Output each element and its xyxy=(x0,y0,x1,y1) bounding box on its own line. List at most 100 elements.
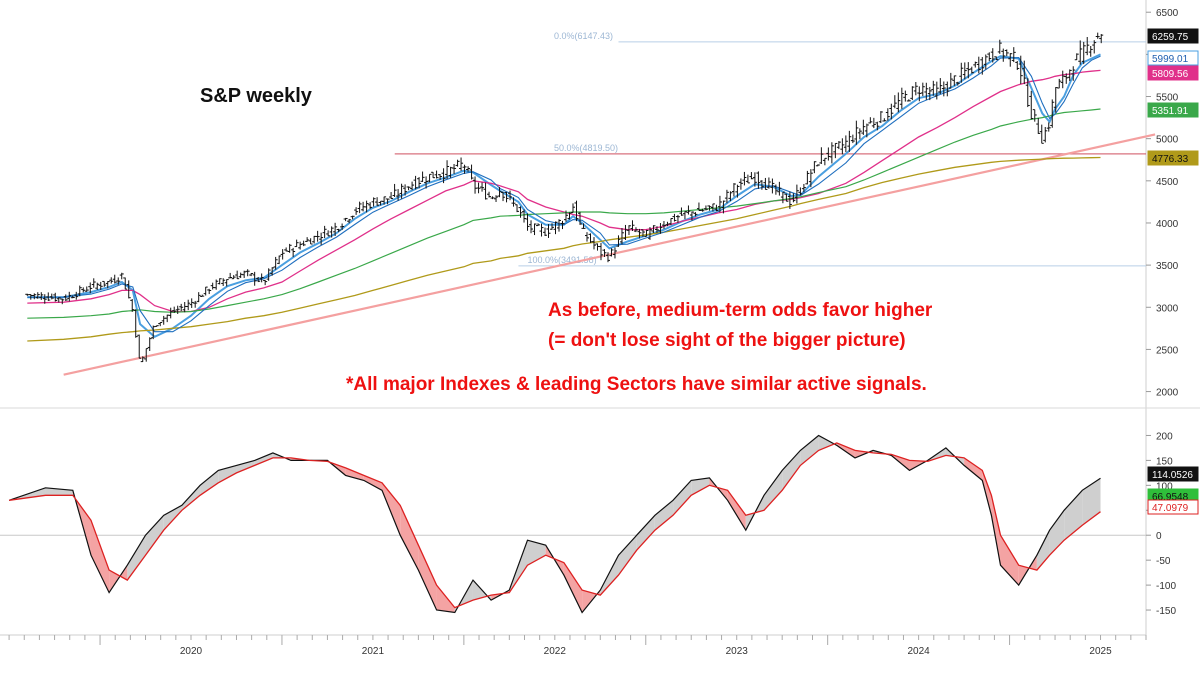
price-badge-label: 5809.56 xyxy=(1152,69,1189,80)
price-bar xyxy=(759,180,764,190)
price-bar xyxy=(158,321,163,327)
fib-level-label: 0.0%(6147.43) xyxy=(554,31,613,41)
price-bar xyxy=(896,92,901,113)
price-bar xyxy=(368,202,373,209)
price-bar xyxy=(889,103,894,120)
price-bar xyxy=(46,292,51,301)
price-bar xyxy=(672,213,677,222)
price-bar xyxy=(749,172,754,180)
osc-fill-segment xyxy=(991,495,1001,566)
x-tick-label: 2023 xyxy=(726,646,749,657)
price-bar xyxy=(1029,90,1034,120)
price-bar xyxy=(137,334,142,359)
price-bar xyxy=(1015,61,1020,71)
price-bar xyxy=(868,117,873,124)
price-bar xyxy=(1057,78,1062,89)
price-bar xyxy=(668,218,673,226)
price-bar xyxy=(1018,55,1023,85)
osc-badge-label: 114.0526 xyxy=(1152,470,1193,481)
price-badge-label: 4776.33 xyxy=(1152,154,1189,165)
price-bar xyxy=(707,205,712,211)
price-bar xyxy=(1043,126,1048,143)
osc-fill-segment xyxy=(163,505,182,531)
price-bar xyxy=(847,130,852,152)
price-bar xyxy=(445,160,450,180)
price-bar xyxy=(619,228,624,245)
price-bar xyxy=(871,117,876,129)
price-bar xyxy=(584,232,589,242)
price-bar xyxy=(714,204,719,212)
osc-fast-line xyxy=(8,434,1101,614)
osc-fill-segment xyxy=(418,545,437,611)
price-bar xyxy=(654,226,659,233)
x-tick-label: 2022 xyxy=(544,646,567,657)
fib-level-label: 50.0%(4819.50) xyxy=(554,143,618,153)
price-badge-box xyxy=(1147,28,1199,44)
price-bar xyxy=(84,286,89,292)
price-bar xyxy=(200,294,205,297)
price-bar xyxy=(966,62,971,79)
price-bar xyxy=(822,157,827,166)
osc-fill-segment xyxy=(964,457,983,481)
price-bar xyxy=(735,184,740,198)
price-badge-box xyxy=(1147,65,1199,81)
price-bar xyxy=(815,164,820,167)
price-bar xyxy=(1099,34,1104,44)
price-bar xyxy=(952,75,957,86)
osc-fill-segment xyxy=(236,460,255,473)
price-bar xyxy=(630,220,635,231)
sma-100-line xyxy=(27,108,1101,319)
price-bar xyxy=(1008,53,1013,67)
price-bar xyxy=(277,255,282,265)
price-bar xyxy=(147,337,152,351)
price-bar xyxy=(413,175,418,190)
osc-fill-segment xyxy=(727,490,746,531)
price-bar xyxy=(973,61,978,68)
osc-fill-segment xyxy=(90,520,110,593)
osc-fill-segment xyxy=(818,435,837,451)
price-badge-box xyxy=(1147,50,1199,66)
price-bar xyxy=(420,171,425,182)
price-y-tick-label: 3000 xyxy=(1156,303,1179,314)
price-bar xyxy=(1004,49,1009,57)
price-bar xyxy=(591,237,596,250)
price-bar xyxy=(49,293,54,300)
price-bar xyxy=(126,280,131,299)
price-panel[interactable]: 2000250030003500400045005000550060006500… xyxy=(25,8,1199,399)
price-bar xyxy=(91,278,96,288)
price-bar xyxy=(1032,109,1037,122)
price-bar xyxy=(109,277,114,284)
price-bar xyxy=(1067,69,1072,82)
osc-y-tick-label: 150 xyxy=(1156,456,1173,467)
annotation-line-1: As before, medium-term odds favor higher xyxy=(548,300,933,321)
osc-fill-segment xyxy=(400,505,419,571)
price-bar xyxy=(501,191,506,202)
price-bar xyxy=(207,288,212,295)
fibonacci-levels: 0.0%(6147.43) 50.0%(4819.50) 100.0%(3491.5… xyxy=(394,31,1146,267)
price-bar xyxy=(469,164,474,180)
price-bar xyxy=(364,200,369,213)
price-bar xyxy=(959,62,964,83)
price-bar xyxy=(532,223,537,236)
osc-y-tick-label: -150 xyxy=(1156,606,1176,617)
oscillator-panel[interactable]: -150-100-50050100150200 114.052666.95484… xyxy=(0,431,1199,617)
price-bar xyxy=(994,56,999,61)
price-bar xyxy=(392,183,397,198)
price-bar xyxy=(833,142,838,159)
price-bar xyxy=(564,210,569,222)
price-bar xyxy=(441,168,446,184)
price-bar xyxy=(686,205,691,215)
price-bar xyxy=(259,273,264,283)
price-bar xyxy=(612,247,617,259)
price-bar xyxy=(329,226,334,238)
price-bar xyxy=(536,223,541,227)
price-bar xyxy=(515,204,520,213)
price-bar xyxy=(140,356,145,363)
osc-fill-segment xyxy=(145,515,164,556)
price-bar xyxy=(95,282,100,290)
price-bar xyxy=(350,215,355,220)
price-bar xyxy=(924,82,929,100)
price-bar xyxy=(273,256,278,270)
price-bar xyxy=(459,157,464,171)
